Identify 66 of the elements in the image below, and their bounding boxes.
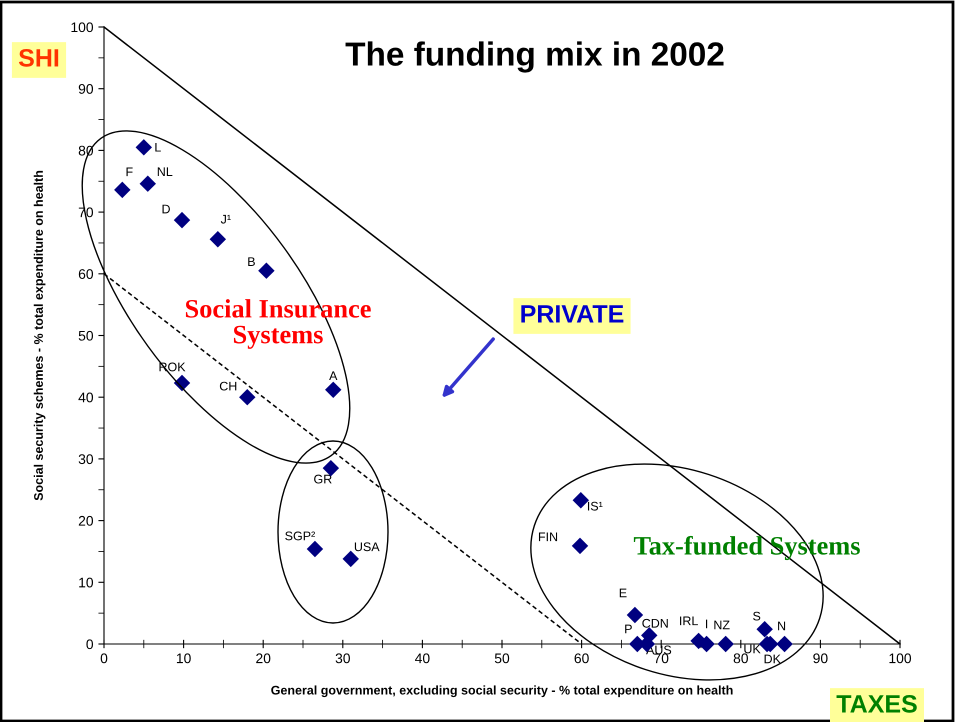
y-tick-label: 100 [71, 22, 94, 32]
y-tick-label: 0 [86, 639, 94, 650]
y-tick-label: 90 [78, 84, 94, 94]
x-tick-label: 0 [100, 653, 108, 664]
point [140, 176, 156, 192]
series-label: E [620, 588, 627, 598]
point [717, 636, 734, 652]
series-label: DK [764, 654, 781, 664]
series-label: L [155, 142, 161, 152]
point [210, 231, 226, 248]
x-tick-label: 60 [574, 653, 589, 664]
point [572, 492, 590, 508]
series-label: J¹ [220, 214, 231, 224]
text: TAXES [836, 695, 917, 713]
point [239, 388, 256, 406]
series-label: F [126, 168, 133, 176]
point [114, 182, 131, 198]
x-tick-label: 20 [256, 653, 270, 664]
series-label: USA [354, 542, 380, 552]
point [342, 550, 359, 568]
series-label: A [329, 371, 338, 380]
point [174, 212, 190, 228]
point [756, 620, 773, 638]
y-tick-label: 20 [78, 516, 94, 526]
series-label: GR [314, 474, 332, 484]
y-tick-label: 30 [78, 454, 94, 464]
point [626, 606, 644, 624]
series-label: FIN [538, 532, 558, 542]
series-label: NL [158, 167, 172, 176]
x-tick-label: 80 [734, 653, 748, 664]
series-label: SGP² [285, 531, 315, 540]
annotation: PRIVATE [521, 305, 624, 322]
series-label: P [625, 624, 632, 634]
y-axis-title: Social security schemes - % total expenditure on health [34, 170, 46, 500]
chart-title: The funding mix in 2002 [346, 41, 724, 73]
x-tick-label: 50 [494, 653, 510, 664]
point [572, 538, 588, 554]
point [776, 636, 793, 652]
series-label: CH [220, 382, 236, 391]
x-tick-label: 30 [336, 653, 350, 664]
series-label: S [753, 612, 760, 621]
y-tick-label: 50 [78, 330, 94, 341]
y-tick-label: 40 [78, 392, 94, 402]
series-label: NZ [714, 620, 730, 630]
series-label: N [778, 622, 786, 630]
series-label: CDN [642, 618, 668, 628]
point [136, 139, 152, 156]
x-tick-label: 70 [654, 653, 668, 664]
x-tick-label: 10 [176, 653, 191, 664]
series-label: IRL [680, 616, 698, 626]
series-label: UK [744, 644, 761, 654]
x-axis-title: General government, excluding social security - % total expenditure on health [271, 685, 733, 698]
point [322, 460, 340, 476]
text: SHI [18, 49, 58, 67]
point [258, 262, 275, 279]
point [306, 540, 324, 558]
series-label: IS¹ [588, 502, 603, 511]
y-tick-label: 10 [79, 578, 94, 588]
series-label: B [248, 257, 255, 266]
x-tick-label: 90 [813, 653, 828, 664]
series-label: D [162, 204, 170, 214]
y-tick-label: 60 [78, 269, 94, 279]
x-tick-label: 100 [889, 653, 912, 664]
series-label: I [706, 620, 708, 628]
x-tick-label: 40 [414, 653, 430, 664]
point [325, 382, 342, 398]
